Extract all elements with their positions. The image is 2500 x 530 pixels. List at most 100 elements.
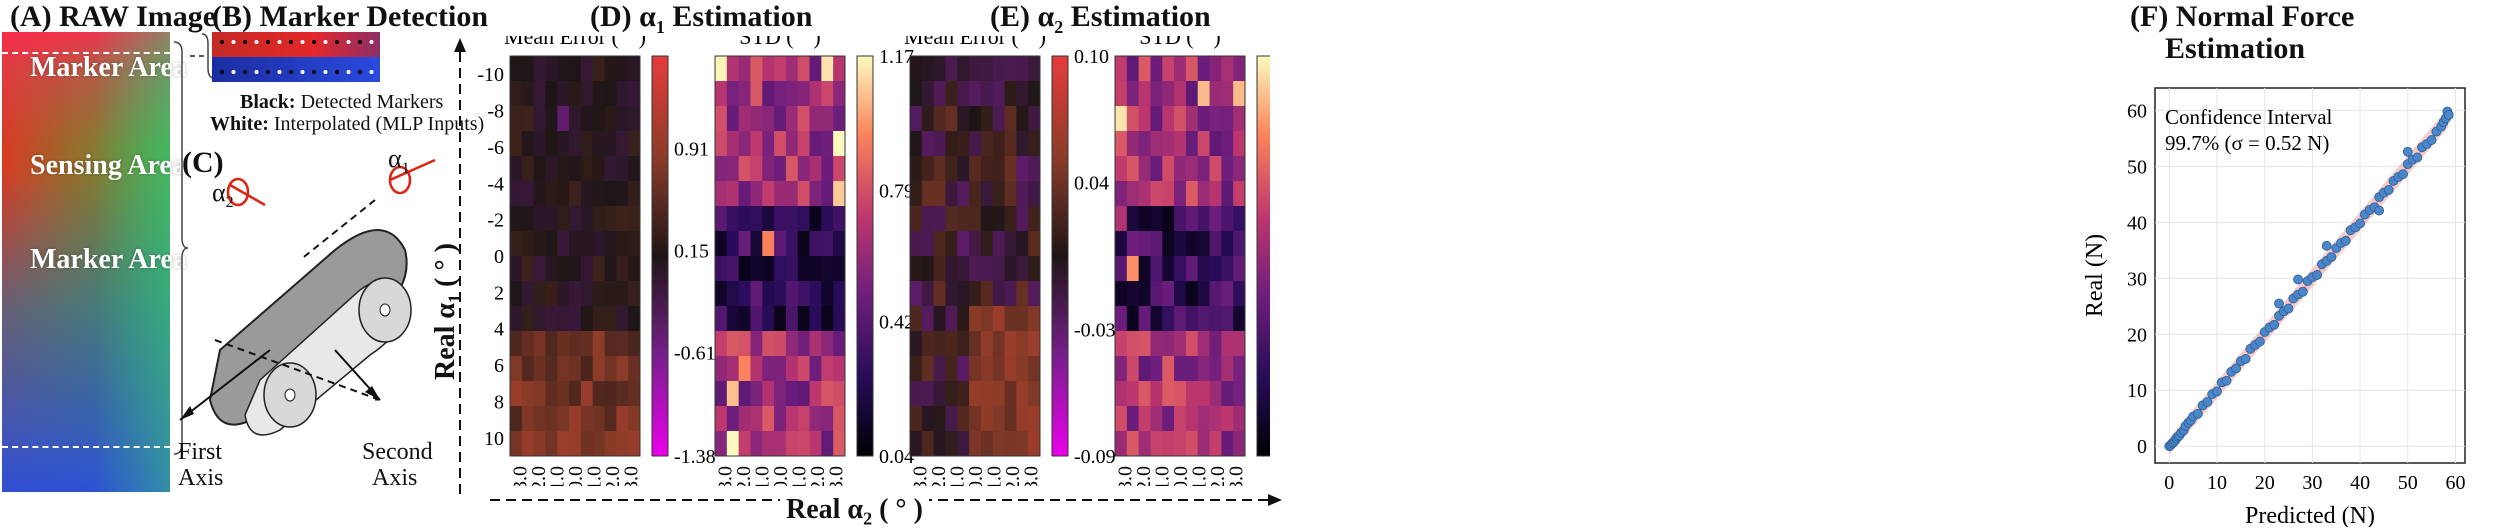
marker-dot (289, 70, 293, 74)
heatmap-cell (1209, 356, 1222, 382)
heatmap-cell (1028, 106, 1041, 132)
heatmap-cell (1126, 381, 1140, 407)
heatmap-cell (921, 81, 935, 107)
heatmap-cell (1138, 256, 1151, 282)
heatmap-cell (821, 231, 834, 257)
heatmap-cell (1197, 181, 1211, 207)
x-tick-label: 50 (2398, 472, 2418, 494)
heatmap-cell (580, 181, 594, 207)
heatmap-cell (921, 231, 935, 257)
x-tick-label: 10 (2207, 472, 2227, 494)
scatter-point (2274, 298, 2284, 309)
heatmap-cell (1115, 281, 1128, 307)
heatmap-cell (604, 356, 617, 382)
heatmap-cell (545, 156, 558, 182)
heatmap-cell (510, 206, 523, 232)
heatmap-cell (785, 231, 799, 257)
heatmap-cell (569, 356, 582, 382)
heatmap-cell (715, 281, 728, 307)
heatmap-cell (992, 206, 1006, 232)
heatmap-cell (762, 256, 775, 282)
heatmap-cell (750, 356, 763, 382)
heatmap-cell (726, 206, 740, 232)
heatmap-cell (1174, 381, 1187, 407)
heatmap-cell (1115, 156, 1128, 182)
heatmap-cell (580, 206, 594, 232)
heatmap-cell (957, 406, 970, 432)
heatmap-cell (1209, 431, 1222, 457)
heatmap-cell (969, 56, 982, 82)
heatmap-cell (762, 131, 775, 157)
heatmap-cell (969, 256, 982, 282)
heatmap-cell (580, 231, 594, 257)
heatmap-cell (945, 306, 958, 332)
heatmap-cell (521, 106, 535, 132)
marker-dot (243, 40, 247, 44)
scatter-point (2402, 146, 2413, 157)
heatmap-cell (510, 156, 523, 182)
heatmap-cell (616, 81, 629, 107)
heatmap-cell (980, 56, 994, 82)
heatmap-cell (616, 56, 629, 82)
heatmap-cell (1209, 406, 1222, 432)
heatmap-cell (1004, 331, 1017, 357)
heatmap-cell (992, 231, 1006, 257)
heatmap-cell (569, 206, 582, 232)
heatmap-cell (1126, 231, 1140, 257)
heatmap-cell (1016, 156, 1029, 182)
heatmap-cell (797, 406, 811, 432)
heatmap-cell (1162, 131, 1175, 157)
heatmap-cell (1221, 231, 1234, 257)
heatmap-cell (592, 131, 606, 157)
heatmap-cell (1221, 206, 1234, 232)
heatmap-cell (933, 381, 946, 407)
heatmap-cell (715, 431, 728, 457)
heatmap-cell (1150, 381, 1163, 407)
heatmap-cell (533, 131, 546, 157)
heatmap-cell (521, 181, 535, 207)
heatmap-cell (1221, 281, 1234, 307)
heatmap-cell (1115, 381, 1128, 407)
heatmap-cell (1115, 231, 1128, 257)
heatmap-cell (521, 231, 535, 257)
heatmap-cell (545, 356, 558, 382)
heatmap-cell (1150, 81, 1163, 107)
heatmap-cell (510, 131, 523, 157)
heatmap-cell (510, 181, 523, 207)
heatmap-cell (910, 356, 923, 382)
heatmap-cell (580, 331, 594, 357)
heatmap-cell (1004, 81, 1017, 107)
heatmap-cell (533, 231, 546, 257)
heatmap-cell (910, 81, 923, 107)
heatmap-cell (1162, 81, 1175, 107)
heatmap-cell (785, 256, 799, 282)
heatmap-cell (833, 281, 846, 307)
heatmap-cell (1221, 431, 1234, 457)
x-tick-label: 2.0 (807, 466, 829, 486)
heatmap-cell (1115, 81, 1128, 107)
x-tick-label: 1.0 (1189, 466, 1211, 486)
heatmap-cell (774, 306, 787, 332)
x-tick-label: -2.0 (1133, 466, 1155, 486)
heatmap-cell (1233, 356, 1246, 382)
heatmap-cell (1150, 56, 1163, 82)
heatmap-cell (774, 281, 787, 307)
heatmap-cell (992, 106, 1006, 132)
heatmap-cell (1016, 56, 1029, 82)
heatmap-cell (945, 356, 958, 382)
heatmap-cell (616, 231, 629, 257)
heatmap-cell (510, 81, 523, 107)
heatmap-cell (774, 406, 787, 432)
marker-arrow (201, 33, 215, 79)
heatmap-cell (521, 81, 535, 107)
heatmap-cell (545, 231, 558, 257)
heatmap-cell (957, 431, 970, 457)
heatmap-cell (510, 256, 523, 282)
heatmap-cell (1162, 306, 1175, 332)
heatmap-cell (910, 431, 923, 457)
heatmap-cell (1197, 381, 1211, 407)
heatmap-cell (1233, 331, 1246, 357)
heatmap-cell (1185, 156, 1199, 182)
heatmap-cell (1016, 381, 1029, 407)
heatmap-cell (797, 256, 811, 282)
